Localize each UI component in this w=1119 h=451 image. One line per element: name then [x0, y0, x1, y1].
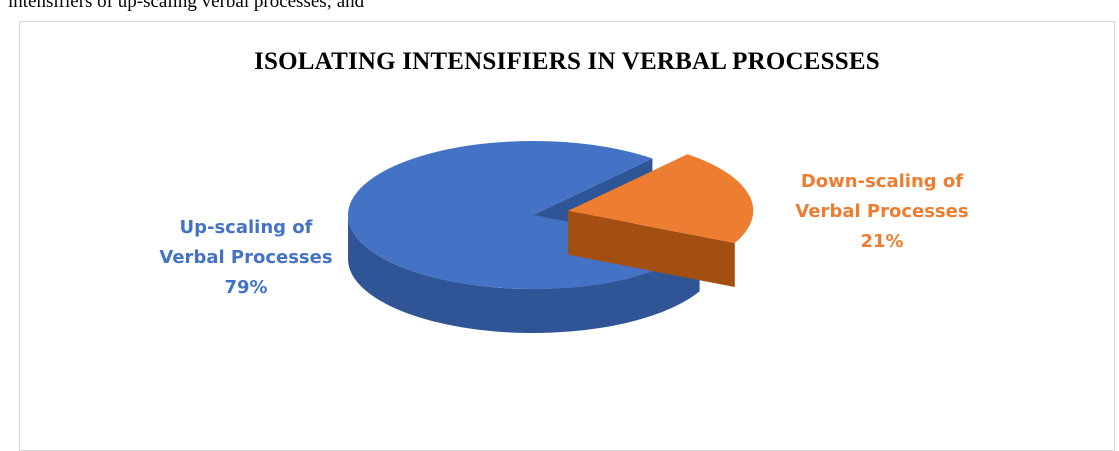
body-text-fragment: intensifiers of up-scaling verbal proces…: [8, 0, 365, 12]
pie-slice-up-side: [348, 215, 700, 334]
data-label-up-scaling: Up-scaling of Verbal Processes 79%: [159, 217, 332, 298]
data-label-line-2: 79%: [224, 277, 267, 298]
pie-slice-down: [568, 154, 754, 244]
data-label-line-0: Down-scaling of: [801, 171, 963, 192]
data-label-line-2: 21%: [860, 231, 903, 252]
data-label-line-0: Up-scaling of: [179, 217, 312, 238]
chart-title: ISOLATING INTENSIFIERS IN VERBAL PROCESS…: [254, 48, 880, 75]
data-label-line-1: Verbal Processes: [159, 247, 332, 268]
data-label-line-1: Verbal Processes: [795, 201, 968, 222]
data-label-down-scaling: Down-scaling of Verbal Processes 21%: [795, 171, 968, 252]
